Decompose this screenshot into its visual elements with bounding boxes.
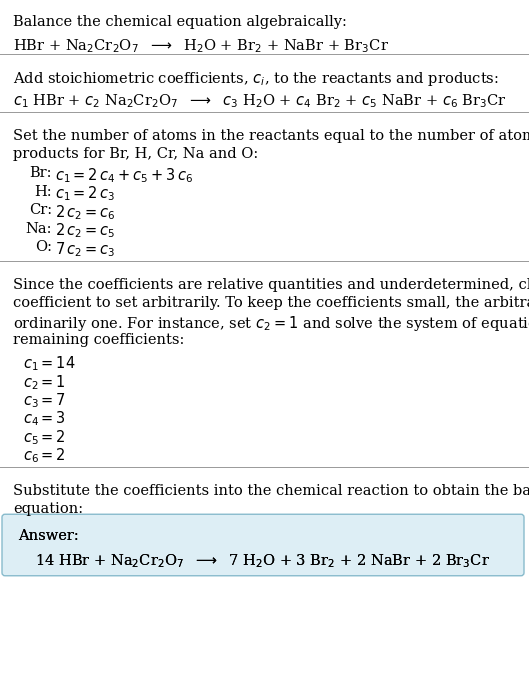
Text: Answer:: Answer: [18,529,79,543]
Text: O:: O: [35,240,52,254]
Text: $2\,c_2 = c_5$: $2\,c_2 = c_5$ [55,221,115,240]
Text: $c_4 = 3$: $c_4 = 3$ [23,409,66,428]
Text: $c_1 = 2\,c_4 + c_5 + 3\,c_6$: $c_1 = 2\,c_4 + c_5 + 3\,c_6$ [55,166,193,185]
Text: Na:: Na: [25,221,52,236]
FancyBboxPatch shape [2,515,524,576]
Text: remaining coefficients:: remaining coefficients: [13,333,185,347]
Text: Balance the chemical equation algebraically:: Balance the chemical equation algebraica… [13,15,347,29]
Text: Set the number of atoms in the reactants equal to the number of atoms in the: Set the number of atoms in the reactants… [13,128,529,143]
Text: equation:: equation: [13,502,83,517]
Text: $c_1 = 14$: $c_1 = 14$ [23,354,76,373]
Text: Cr:: Cr: [29,203,52,217]
Text: $c_1$ HBr + $c_2$ Na$_2$Cr$_2$O$_7$  $\longrightarrow$  $c_3$ H$_2$O + $c_4$ Br$: $c_1$ HBr + $c_2$ Na$_2$Cr$_2$O$_7$ $\lo… [13,92,507,110]
Text: Since the coefficients are relative quantities and underdetermined, choose a: Since the coefficients are relative quan… [13,278,529,291]
Text: H:: H: [34,185,52,199]
Text: HBr + Na$_2$Cr$_2$O$_7$  $\longrightarrow$  H$_2$O + Br$_2$ + NaBr + Br$_3$Cr: HBr + Na$_2$Cr$_2$O$_7$ $\longrightarrow… [13,37,389,54]
Text: $7\,c_2 = c_3$: $7\,c_2 = c_3$ [55,240,115,258]
Text: 14 HBr + Na$_2$Cr$_2$O$_7$  $\longrightarrow$  7 H$_2$O + 3 Br$_2$ + 2 NaBr + 2 : 14 HBr + Na$_2$Cr$_2$O$_7$ $\longrightar… [35,552,490,570]
Text: $c_5 = 2$: $c_5 = 2$ [23,428,66,447]
Text: coefficient to set arbitrarily. To keep the coefficients small, the arbitrary va: coefficient to set arbitrarily. To keep … [13,296,529,310]
Text: $c_2 = 1$: $c_2 = 1$ [23,373,66,392]
Text: $c_1 = 2\,c_3$: $c_1 = 2\,c_3$ [55,185,115,203]
Text: Add stoichiometric coefficients, $c_i$, to the reactants and products:: Add stoichiometric coefficients, $c_i$, … [13,70,499,88]
Text: Answer:: Answer: [18,529,79,543]
Text: Substitute the coefficients into the chemical reaction to obtain the balanced: Substitute the coefficients into the che… [13,484,529,498]
Text: Br:: Br: [30,166,52,181]
Text: $c_6 = 2$: $c_6 = 2$ [23,447,66,465]
Text: $2\,c_2 = c_6$: $2\,c_2 = c_6$ [55,203,115,222]
Text: ordinarily one. For instance, set $c_2 = 1$ and solve the system of equations fo: ordinarily one. For instance, set $c_2 =… [13,314,529,333]
Text: 14 HBr + Na$_2$Cr$_2$O$_7$  $\longrightarrow$  7 H$_2$O + 3 Br$_2$ + 2 NaBr + 2 : 14 HBr + Na$_2$Cr$_2$O$_7$ $\longrightar… [35,552,490,570]
Text: $c_3 = 7$: $c_3 = 7$ [23,392,66,410]
Text: products for Br, H, Cr, Na and O:: products for Br, H, Cr, Na and O: [13,147,258,161]
